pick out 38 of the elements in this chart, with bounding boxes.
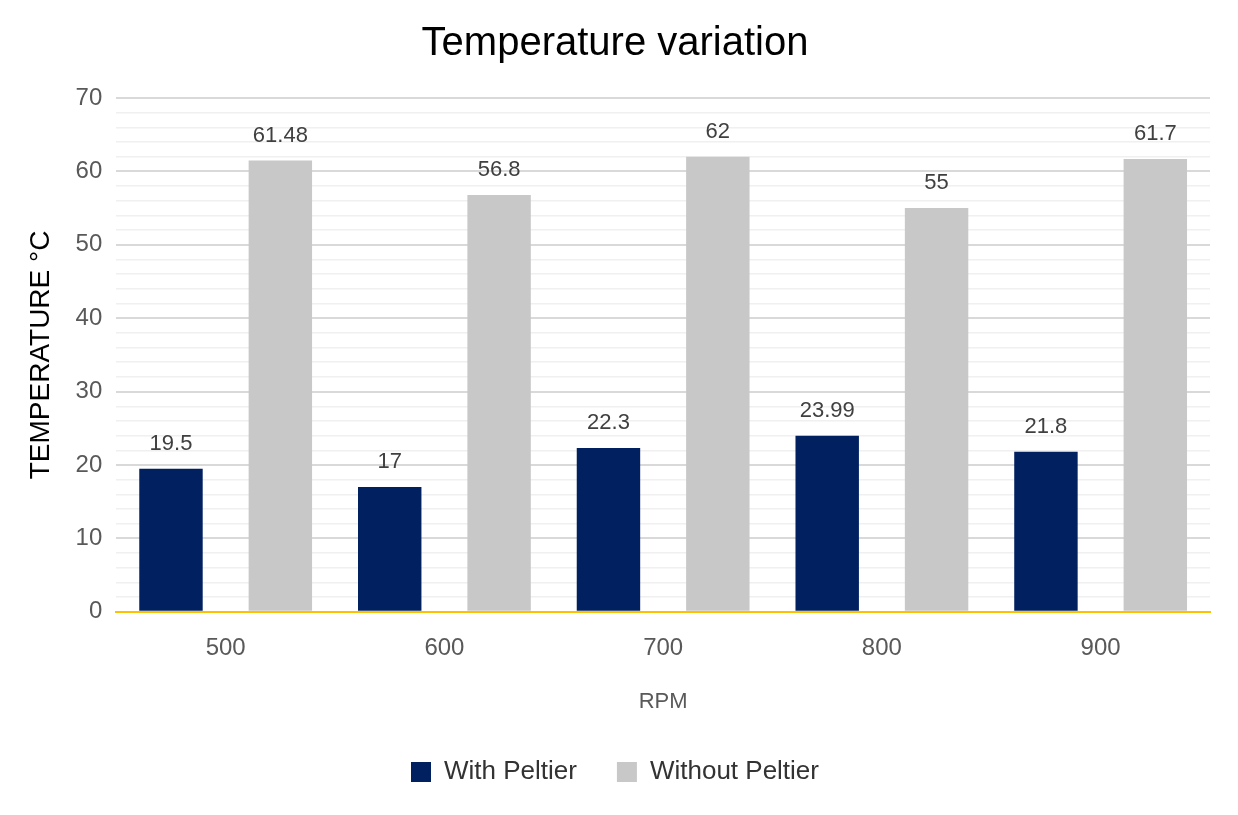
data-label: 19.5: [149, 429, 193, 455]
bar: [904, 208, 969, 611]
x-tick-label: 900: [1080, 632, 1121, 660]
chart-title: Temperature variation: [421, 19, 809, 64]
bar: [139, 468, 203, 611]
x-axis-title: RPM: [638, 687, 688, 713]
data-label: 21.8: [1024, 412, 1068, 438]
x-tick-label: 800: [861, 632, 902, 660]
y-axis-title: TEMPERATURE °C: [23, 230, 55, 480]
y-tick-label: 20: [75, 449, 103, 477]
data-label: 61.7: [1133, 119, 1177, 145]
y-tick-label: 30: [75, 376, 103, 404]
y-tick-label: 60: [75, 156, 103, 184]
y-tick-label: 70: [75, 82, 103, 110]
bar: [686, 156, 750, 611]
bar: [1014, 451, 1078, 611]
bar: [248, 160, 313, 611]
y-tick-label: 0: [88, 596, 103, 624]
x-tick-label: 500: [205, 632, 246, 660]
legend-label: Without Peltier: [649, 755, 820, 786]
y-tick-label: 10: [75, 523, 103, 551]
data-label: 22.3: [587, 409, 630, 435]
bar: [795, 435, 859, 611]
x-tick-label: 600: [424, 632, 465, 660]
y-tick-label: 40: [75, 302, 103, 330]
bar: [358, 487, 422, 611]
bar: [467, 194, 531, 611]
data-label: 62: [705, 117, 731, 143]
bar: [1123, 158, 1188, 611]
data-label: 17: [377, 448, 402, 474]
y-tick-label: 50: [75, 229, 103, 257]
data-label: 55: [924, 169, 949, 195]
legend-label: With Peltier: [444, 755, 578, 786]
data-label: 61.48: [252, 121, 308, 147]
data-label: 56.8: [477, 155, 521, 181]
x-tick-label: 700: [643, 632, 684, 660]
data-label: 23.99: [799, 396, 855, 422]
bar: [576, 448, 641, 611]
